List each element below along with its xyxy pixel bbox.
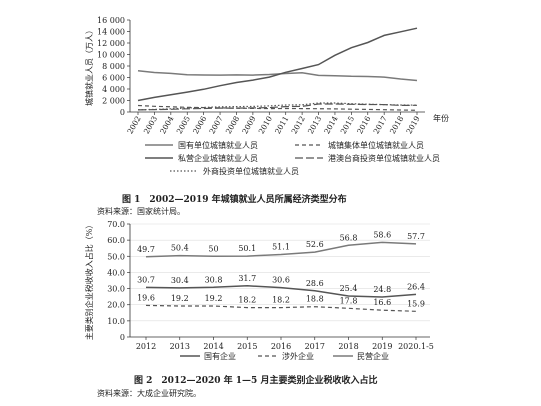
chart-1-y-tick-label: 0 <box>120 108 125 117</box>
chart-1-x-tick-label: 2019 <box>404 114 421 135</box>
chart-2-x-tick-label: 2012 <box>136 342 156 351</box>
chart-2-y-tick-label: 20.0 <box>107 301 125 310</box>
chart-2-data-label-1: 18.8 <box>306 295 324 304</box>
chart-1-x-tick-label: 2008 <box>224 114 241 135</box>
chart-1-y-tick-label: 16 000 <box>97 16 125 25</box>
chart-1-x-tick-label: 2004 <box>158 114 175 135</box>
chart-2-data-label-0: 30.8 <box>205 275 223 284</box>
chart-1-legend-label-0: 国有单位城镇就业人员 <box>178 140 258 150</box>
chart-2-data-label-0: 26.4 <box>407 282 425 291</box>
chart-2-x-tick-label: 2019 <box>372 342 392 351</box>
chart-2-x-tick-label: 2014 <box>203 342 223 351</box>
chart-1-x-tick-label: 2002 <box>125 114 142 135</box>
chart-2-data-label-2: 50 <box>208 244 218 253</box>
chart-1-y-tick-label: 2 000 <box>102 97 125 106</box>
chart-2-y-tick-label: 70.0 <box>107 220 125 229</box>
chart-1-legend-label-4: 外商投资单位城镇就业人员 <box>203 166 299 176</box>
chart-2-y-tick-label: 40.0 <box>107 268 125 277</box>
chart-2-x-tick-label: 2017 <box>305 342 325 351</box>
chart-1-series-line-2 <box>137 27 418 102</box>
chart-2-series-line-1 <box>145 304 417 312</box>
chart-2-caption-text: 2012—2020 年 1—5 月主要类别企业税收收入占比 <box>161 376 378 386</box>
chart-1-series-line-4 <box>137 102 418 111</box>
chart-2-data-label-2: 51.1 <box>272 243 290 252</box>
chart-2-y-tick-label: 60.0 <box>107 236 125 245</box>
chart-1-series-line-3 <box>137 103 418 111</box>
chart-2-y-tick-label: 10.0 <box>107 317 125 326</box>
chart-2-data-label-1: 17.8 <box>340 296 358 305</box>
chart-2-x-tick-label: 2020.1-5 <box>398 342 434 351</box>
chart-2-data-label-1: 18.2 <box>272 296 290 305</box>
chart-1-x-tick-label: 2015 <box>339 114 356 135</box>
chart-2-data-label-0: 30.6 <box>272 276 290 285</box>
chart-2-data-label-2: 57.7 <box>407 232 425 241</box>
chart-1-x-tick-label: 2009 <box>240 114 257 135</box>
chart-1-y-tick-label: 6 000 <box>102 74 125 83</box>
chart-1-x-tick-label: 2003 <box>142 114 159 135</box>
chart-1-caption-no: 图 1 <box>122 195 141 205</box>
chart-1-x-tick-label: 2005 <box>175 114 192 135</box>
chart-1-x-tick-label: 2006 <box>191 114 208 135</box>
chart-1-x-tick-label: 2013 <box>306 114 323 135</box>
chart-2-data-label-1: 16.6 <box>373 298 391 307</box>
chart-2-data-label-1: 19.2 <box>205 294 223 303</box>
chart-2-data-label-0: 28.6 <box>306 279 324 288</box>
chart-1-legend-label-1: 城镇集体单位城镇就业人员 <box>328 140 424 150</box>
chart-2-data-label-0: 30.4 <box>171 276 189 285</box>
chart-2-legend-label-1: 涉外企业 <box>282 351 314 361</box>
chart-1-y-tick-label: 4 000 <box>102 85 125 94</box>
chart-2-data-label-0: 24.8 <box>373 285 391 294</box>
chart-1-legend-label-3: 港澳台商投资单位城镇就业人员 <box>328 153 440 163</box>
chart-2-data-label-0: 31.7 <box>238 274 256 283</box>
chart-2-data-label-2: 49.7 <box>137 245 155 254</box>
chart-1-x-tick-label: 2014 <box>322 114 339 135</box>
chart-2-legend-label-2: 民营企业 <box>357 351 389 361</box>
chart-2-data-label-0: 30.7 <box>137 275 155 284</box>
chart-1-y-axis-label: 城镇就业人员（万人） <box>84 26 94 106</box>
chart-1-x-tick-label: 2011 <box>273 115 290 136</box>
chart-1-y-tick-label: 8 000 <box>102 62 125 71</box>
chart-2-data-label-2: 56.8 <box>340 233 358 242</box>
chart-2-data-label-0: 25.4 <box>340 284 358 293</box>
chart-1-y-tick-label: 12 000 <box>97 39 125 48</box>
chart-1-x-tick-label: 2010 <box>257 114 274 135</box>
chart-2-data-label-1: 19.2 <box>171 294 189 303</box>
chart-2-source: 资料来源：大成企业研究院。 <box>97 389 201 398</box>
chart-2-y-axis-label: 主要类别企业税收收入占比（%） <box>84 221 94 341</box>
chart-1-x-tick-label: 2012 <box>290 114 307 135</box>
chart-2-data-label-2: 50.4 <box>171 244 189 253</box>
chart-1-x-tick-label: 2017 <box>372 114 389 135</box>
chart-2-data-label-1: 19.6 <box>137 293 155 302</box>
chart-1-y-tick-label: 10 000 <box>97 51 125 60</box>
chart-1-x-tick-label: 2016 <box>355 114 372 135</box>
chart-2-x-tick-label: 2018 <box>338 342 358 351</box>
chart-1-caption-text: 2002—2019 年城镇就业人员所属经济类型分布 <box>149 195 347 205</box>
chart-2-caption: 图 2 2012—2020 年 1—5 月主要类别企业税收收入占比 <box>134 373 377 386</box>
chart-2-y-tick-label: 0 <box>120 333 125 342</box>
chart-2-series-line-0 <box>145 285 417 298</box>
chart-2-legend-label-0: 国有企业 <box>204 351 236 361</box>
chart-1-x-tick-label: 2018 <box>388 114 405 135</box>
chart-1-source: 资料来源：国家统计局。 <box>97 207 185 216</box>
chart-2-x-tick-label: 2013 <box>170 342 190 351</box>
chart-2-x-tick-label: 2015 <box>237 342 257 351</box>
chart-1-series-line-1 <box>137 104 418 111</box>
chart-1-x-tick-label: 2007 <box>207 114 224 135</box>
chart-2-data-label-1: 18.2 <box>238 296 256 305</box>
chart-1-x-axis-label: 年份 <box>433 113 449 123</box>
chart-2-caption-no: 图 2 <box>134 376 153 386</box>
chart-2-y-tick-label: 30.0 <box>107 285 125 294</box>
chart-1-y-tick-label: 14 000 <box>97 28 125 37</box>
chart-2-data-label-1: 15.9 <box>407 299 425 308</box>
chart-2-data-label-2: 58.6 <box>373 230 391 239</box>
chart-1-legend-label-2: 私营企业城镇就业人员 <box>178 153 258 163</box>
chart-2-series-line-2 <box>145 241 417 258</box>
chart-1-caption: 图 1 2002—2019 年城镇就业人员所属经济类型分布 <box>122 192 347 205</box>
chart-2-data-label-2: 52.6 <box>306 240 324 249</box>
chart-2-y-tick-label: 50.0 <box>107 252 125 261</box>
chart-1-series-line-0 <box>137 70 418 82</box>
chart-2-x-tick-label: 2016 <box>271 342 291 351</box>
chart-2-data-label-2: 50.1 <box>238 244 256 253</box>
